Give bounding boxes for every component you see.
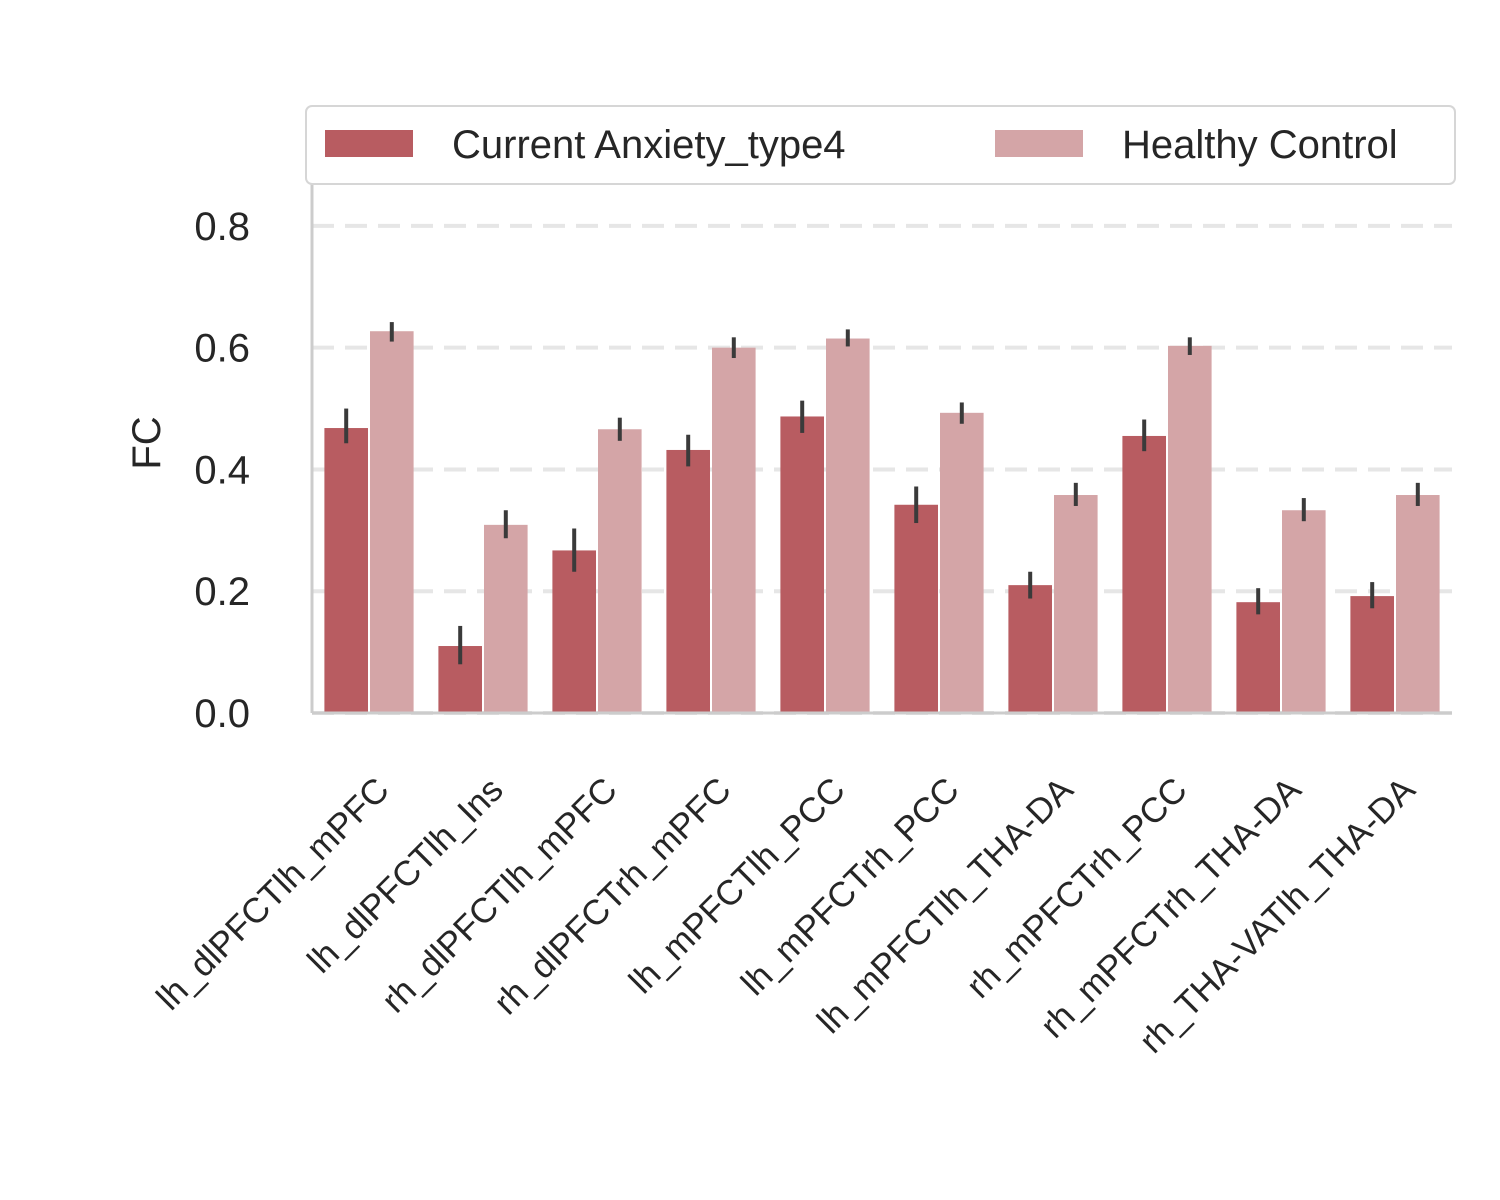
y-tick-label: 0.8 (194, 205, 250, 249)
bars (324, 331, 1440, 713)
bar (666, 449, 710, 713)
bar (1396, 495, 1440, 713)
y-tick-label: 0.6 (194, 327, 250, 371)
bar (1282, 510, 1326, 713)
legend: Current Anxiety_type4 Healthy Control (305, 105, 1456, 185)
bar (1122, 435, 1166, 713)
bar (826, 338, 870, 713)
bar (1350, 596, 1394, 713)
legend-label: Healthy Control (1122, 123, 1398, 167)
x-tick-label: lh_mPFCTrh_PCC (734, 770, 967, 1003)
x-tick-label: rh_mPFCTrh_PCC (959, 770, 1195, 1006)
bar (712, 347, 756, 713)
legend-swatch (995, 130, 1083, 157)
bar (324, 428, 368, 713)
bar (780, 416, 824, 713)
bar (894, 504, 938, 713)
legend-box (305, 105, 1456, 185)
bar (598, 429, 642, 713)
bar (370, 331, 414, 713)
x-tick-label: lh_dlPFCTlh_Ins (300, 770, 511, 981)
bar (940, 412, 984, 713)
y-tick-label: 0.4 (194, 448, 250, 492)
y-axis-label: FC (125, 416, 169, 469)
bar (552, 550, 596, 713)
bar (1054, 495, 1098, 713)
bar (1236, 602, 1280, 713)
legend-label: Current Anxiety_type4 (452, 123, 846, 167)
bar (484, 524, 528, 713)
x-tick-labels: lh_dlPFCTlh_mPFClh_dlPFCTlh_Insrh_dlPFCT… (149, 770, 1423, 1061)
bar (1008, 585, 1052, 713)
x-tick-label: lh_mPFCTlh_PCC (622, 770, 853, 1001)
legend-swatch (325, 130, 413, 157)
y-tick-label: 0.0 (194, 692, 250, 736)
y-tick-label: 0.2 (194, 570, 250, 614)
axes (310, 165, 1452, 715)
y-tick-labels: 0.0 0.2 0.4 0.6 0.8 (194, 205, 250, 736)
bar (1168, 345, 1212, 713)
grid-lines (312, 223, 1452, 715)
error-bars (344, 322, 1420, 665)
